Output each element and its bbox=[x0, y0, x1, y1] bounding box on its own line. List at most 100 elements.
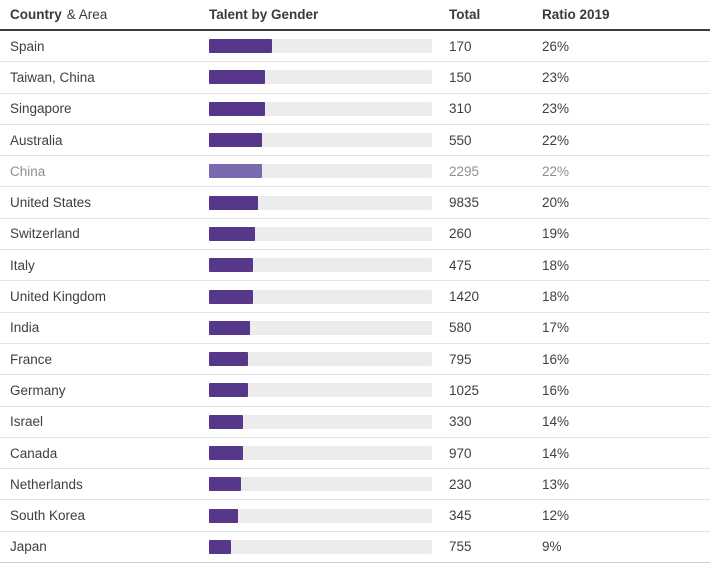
table-row: India 580 17% bbox=[0, 313, 710, 344]
ratio-value: 19% bbox=[542, 226, 570, 242]
gender-bar-cell bbox=[209, 133, 432, 148]
table-row: Canada 970 14% bbox=[0, 438, 710, 470]
gender-bar-fill bbox=[209, 226, 256, 241]
country-label: Netherlands bbox=[10, 476, 83, 492]
country-label: France bbox=[10, 351, 53, 367]
col-header-total: Total bbox=[449, 7, 481, 22]
country-label: United States bbox=[10, 195, 92, 211]
col-header-country-regular: & Area bbox=[66, 7, 108, 22]
gender-bar-fill bbox=[209, 133, 263, 148]
gender-bar-track bbox=[209, 226, 432, 241]
ratio-value: 13% bbox=[542, 476, 570, 492]
gender-bar-fill bbox=[209, 414, 244, 429]
total-value: 330 bbox=[449, 414, 472, 430]
total-value: 9835 bbox=[449, 195, 480, 211]
table-row: Taiwan, China 150 23% bbox=[0, 62, 710, 94]
total-value: 475 bbox=[449, 257, 472, 273]
table-row: South Korea 345 12% bbox=[0, 500, 710, 532]
table-row: Switzerland 260 19% bbox=[0, 219, 710, 251]
gender-bar-fill bbox=[209, 508, 239, 523]
ratio-value: 22% bbox=[542, 132, 570, 148]
table-row: United Kingdom 1420 18% bbox=[0, 281, 710, 313]
gender-bar-cell bbox=[209, 352, 432, 367]
gender-bar-fill bbox=[209, 477, 241, 492]
gender-bar-fill bbox=[209, 70, 265, 85]
total-value: 795 bbox=[449, 351, 472, 367]
ratio-value: 14% bbox=[542, 445, 570, 461]
gender-bar-cell bbox=[209, 289, 432, 304]
gender-bar-fill bbox=[209, 289, 253, 304]
gender-bar-cell bbox=[209, 164, 432, 179]
ratio-value: 18% bbox=[542, 289, 570, 305]
table-row: Singapore 310 23% bbox=[0, 94, 710, 125]
table-header: Country & Area Talent by Gender Total Rat… bbox=[0, 0, 710, 31]
ratio-value: 17% bbox=[542, 320, 570, 336]
ratio-value: 12% bbox=[542, 508, 570, 524]
col-header-talent-by-gender: Talent by Gender bbox=[209, 7, 319, 22]
country-label: Singapore bbox=[10, 101, 72, 117]
total-value: 2295 bbox=[449, 163, 480, 179]
ratio-value: 9% bbox=[542, 539, 562, 555]
country-label: Italy bbox=[10, 257, 35, 273]
country-label: Canada bbox=[10, 445, 58, 461]
gender-bar-fill bbox=[209, 320, 251, 335]
gender-bar-track bbox=[209, 195, 432, 210]
col-header-ratio-2019: Ratio 2019 bbox=[542, 7, 610, 22]
table-row: Germany 1025 16% bbox=[0, 375, 710, 407]
ratio-value: 23% bbox=[542, 101, 570, 117]
table-body: Spain 170 26% Taiwan, China 150 23% Sing… bbox=[0, 31, 710, 564]
table-row: Spain 170 26% bbox=[0, 31, 710, 63]
country-label: Australia bbox=[10, 132, 63, 148]
gender-bar-cell bbox=[209, 195, 432, 210]
gender-bar-cell bbox=[209, 101, 432, 116]
table-row: France 795 16% bbox=[0, 344, 710, 376]
total-value: 970 bbox=[449, 445, 472, 461]
country-label: Germany bbox=[10, 382, 66, 398]
country-label: Israel bbox=[10, 414, 44, 430]
total-value: 1025 bbox=[449, 382, 480, 398]
gender-bar-track bbox=[209, 446, 432, 460]
table-row: Netherlands 230 13% bbox=[0, 469, 710, 501]
gender-bar-track bbox=[209, 508, 432, 523]
country-label: South Korea bbox=[10, 508, 86, 524]
table-row: Australia 550 22% bbox=[0, 125, 710, 157]
ratio-value: 26% bbox=[542, 38, 570, 54]
gender-bar-cell bbox=[209, 39, 432, 54]
gender-bar-cell bbox=[209, 226, 432, 241]
gender-bar-fill bbox=[209, 101, 265, 116]
gender-bar-track bbox=[209, 383, 432, 398]
gender-bar-track bbox=[209, 133, 432, 148]
gender-bar-fill bbox=[209, 195, 258, 210]
country-label: Switzerland bbox=[10, 226, 80, 242]
country-label: Taiwan, China bbox=[10, 69, 95, 85]
ratio-value: 14% bbox=[542, 414, 570, 430]
gender-bar-cell bbox=[209, 320, 432, 335]
total-value: 150 bbox=[449, 69, 472, 85]
total-value: 170 bbox=[449, 38, 472, 54]
gender-bar-fill bbox=[209, 258, 253, 273]
gender-bar-fill bbox=[209, 39, 273, 54]
country-label: Japan bbox=[10, 539, 47, 555]
gender-bar-cell bbox=[209, 508, 432, 523]
ratio-value: 20% bbox=[542, 195, 570, 211]
ratio-value: 22% bbox=[542, 163, 570, 179]
gender-bar-track bbox=[209, 539, 432, 554]
country-label: India bbox=[10, 320, 40, 336]
gender-bar-cell bbox=[209, 70, 432, 85]
ratio-value: 16% bbox=[542, 351, 570, 367]
table-row: Israel 330 14% bbox=[0, 407, 710, 438]
country-label: Spain bbox=[10, 38, 45, 54]
total-value: 260 bbox=[449, 226, 472, 242]
gender-bar-track bbox=[209, 70, 432, 85]
gender-bar-track bbox=[209, 414, 432, 429]
table-row: Italy 475 18% bbox=[0, 250, 710, 282]
ratio-value: 23% bbox=[542, 69, 570, 85]
gender-bar-track bbox=[209, 289, 432, 304]
gender-bar-fill bbox=[209, 164, 263, 179]
gender-bar-cell bbox=[209, 446, 432, 460]
gender-bar-cell bbox=[209, 539, 432, 554]
gender-bar-cell bbox=[209, 258, 432, 273]
gender-bar-track bbox=[209, 39, 432, 54]
table-row: China 2295 22% bbox=[0, 156, 710, 188]
